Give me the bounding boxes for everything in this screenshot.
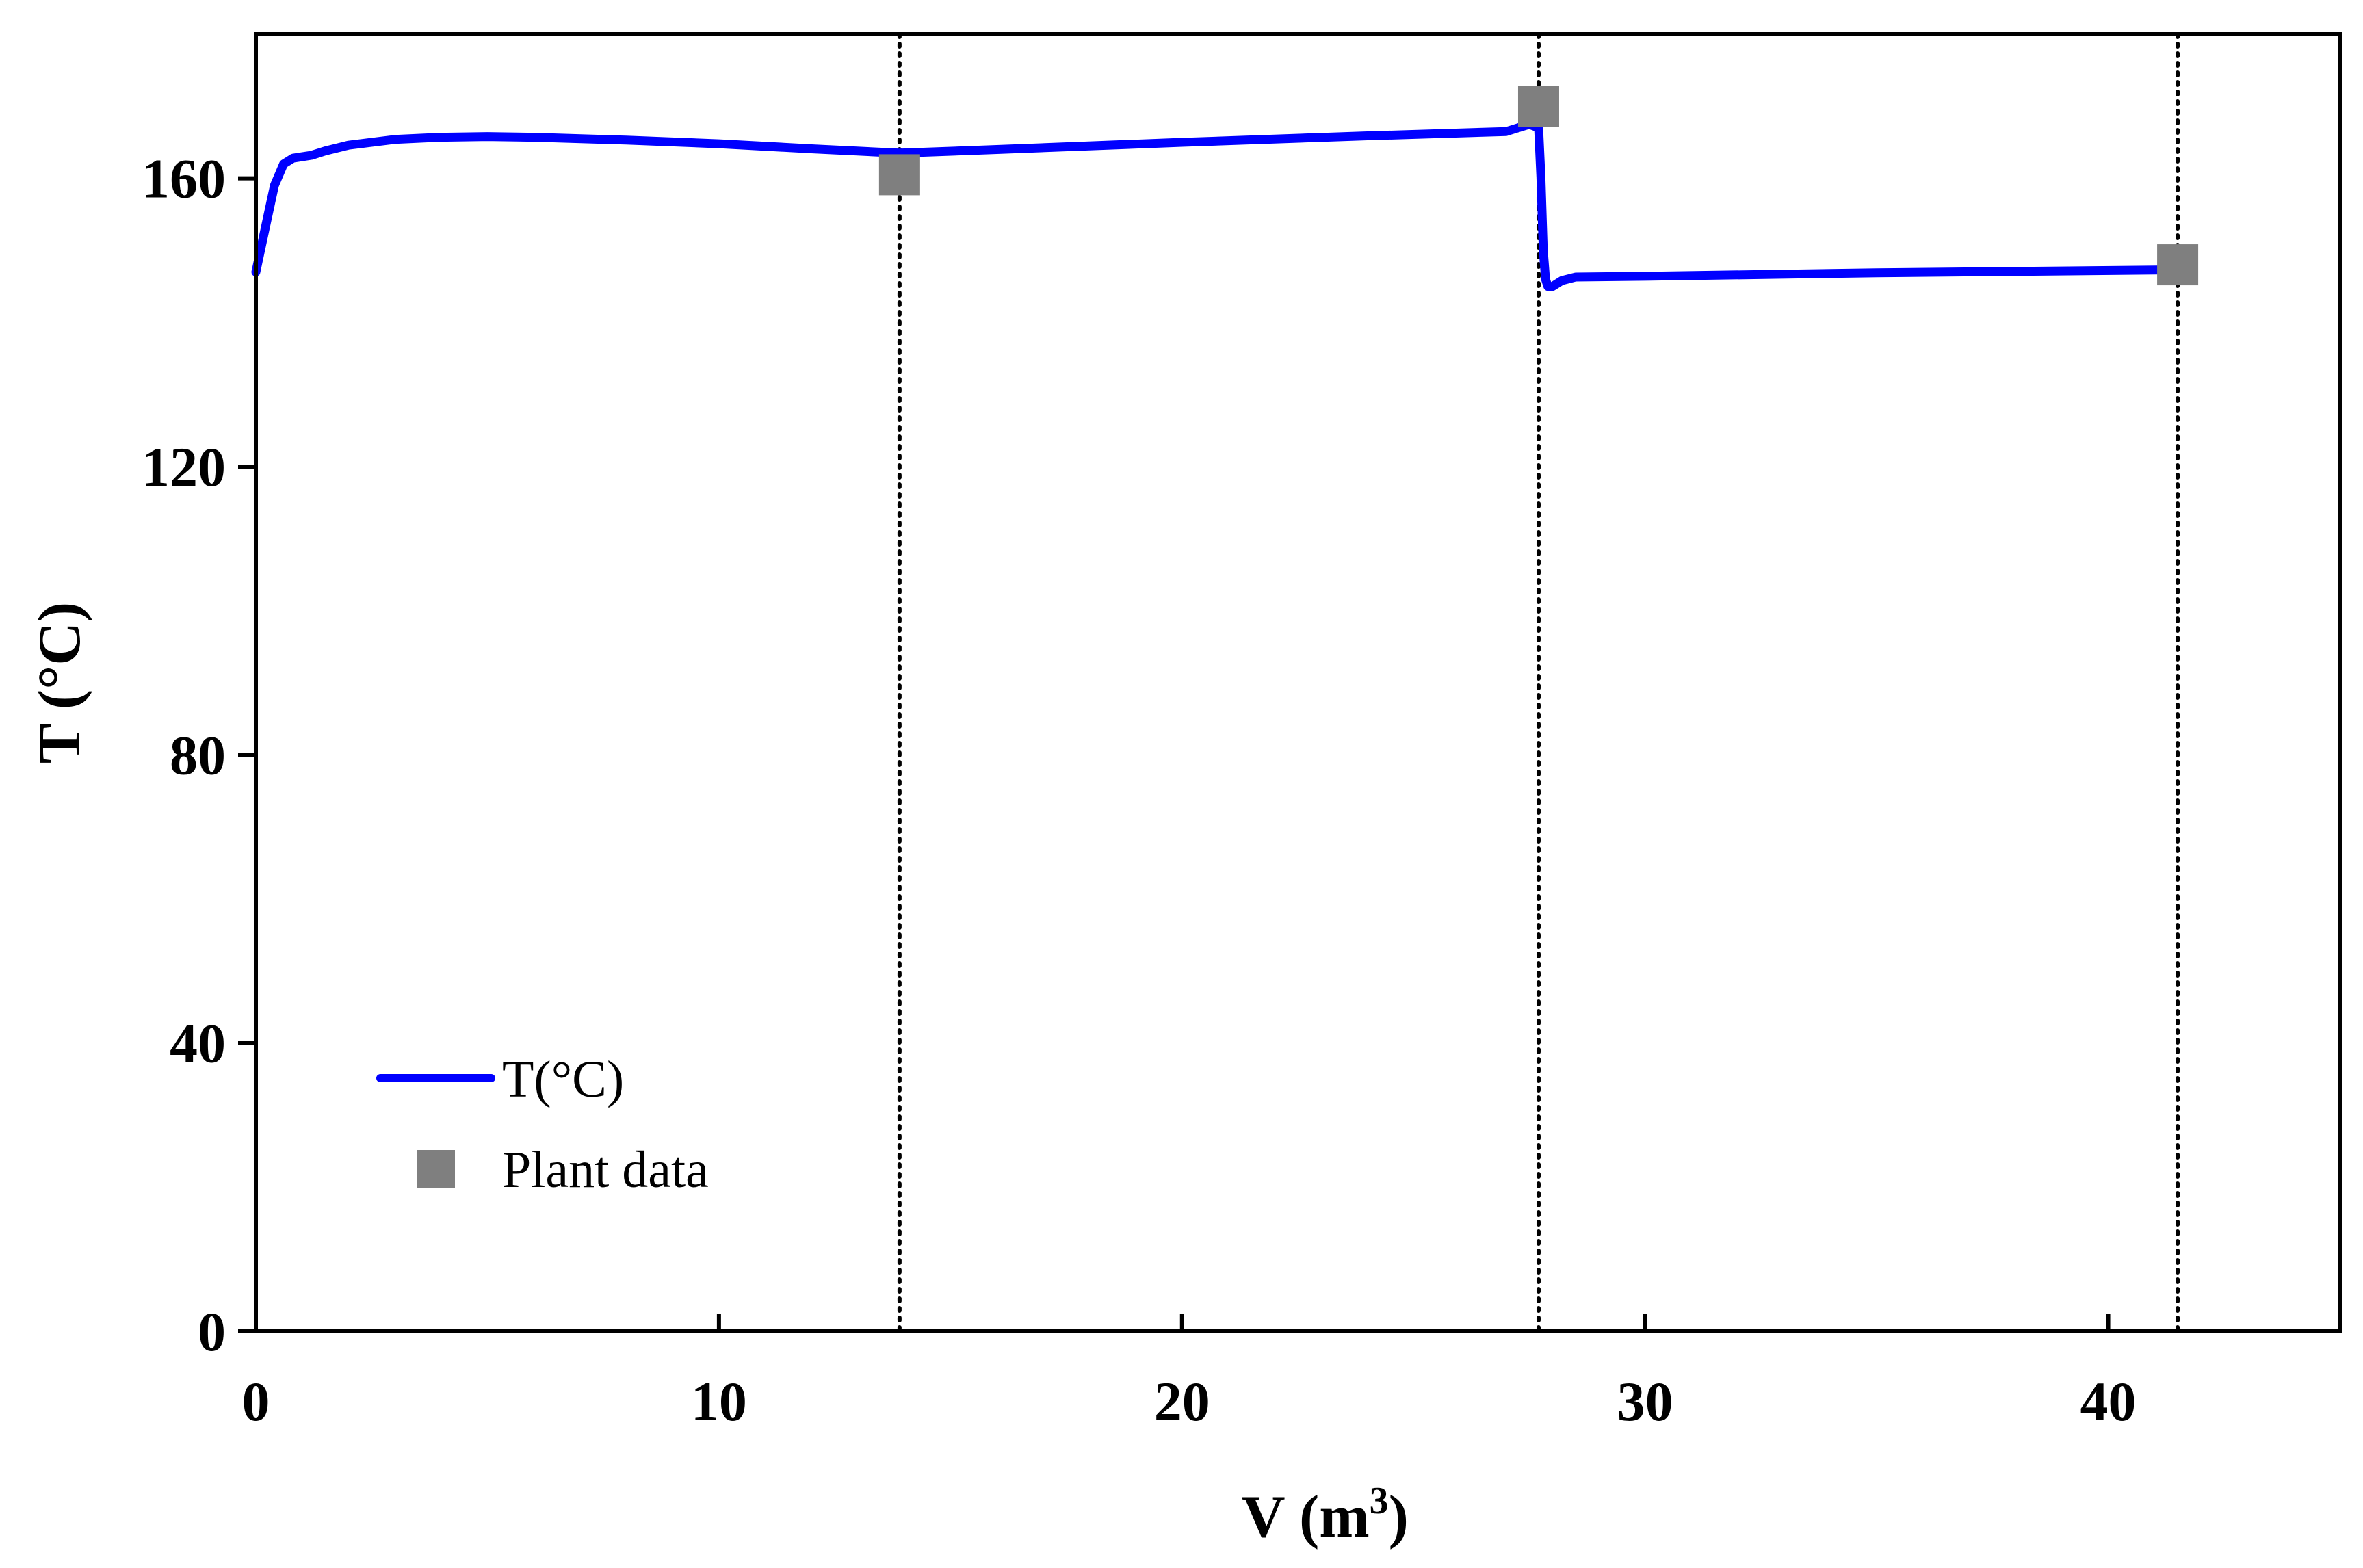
x-tick-label: 20 [1154, 1370, 1210, 1433]
x-tick-label: 40 [2080, 1370, 2137, 1433]
y-tick-label: 120 [142, 436, 226, 498]
x-tick-label: 30 [1617, 1370, 1673, 1433]
legend-label-temperature: T(°C) [502, 1051, 624, 1108]
y-axis-title: T (°C) [27, 602, 93, 763]
x-axis-title: V (m3) [1242, 1480, 1409, 1550]
y-tick-label: 40 [170, 1012, 226, 1075]
x-axis-title-superscript: 3 [1370, 1480, 1389, 1522]
axes-layer: 0 10 20 30 40 0 40 80 120 160 [142, 148, 2137, 1433]
plant-data-point [878, 154, 920, 196]
legend: T(°C) Plant data [376, 1051, 709, 1199]
series-line-temperature [251, 120, 2182, 291]
x-tick-label: 0 [242, 1370, 270, 1433]
x-tick-label: 10 [691, 1370, 747, 1433]
y-tick-label: 160 [142, 148, 226, 210]
plot-frame [254, 32, 2342, 1333]
y-tick-label: 0 [198, 1301, 226, 1363]
series-layer [251, 86, 2199, 291]
plant-data-point [1517, 86, 1559, 127]
x-axis-title-main: V (m [1242, 1484, 1370, 1550]
legend-square-swatch [417, 1150, 455, 1188]
x-axis-title-close: ) [1389, 1484, 1409, 1550]
reference-lines [897, 32, 2180, 1333]
y-tick-label: 80 [170, 724, 226, 786]
plant-data-point [2157, 244, 2199, 286]
legend-label-plant-data: Plant data [502, 1141, 709, 1199]
